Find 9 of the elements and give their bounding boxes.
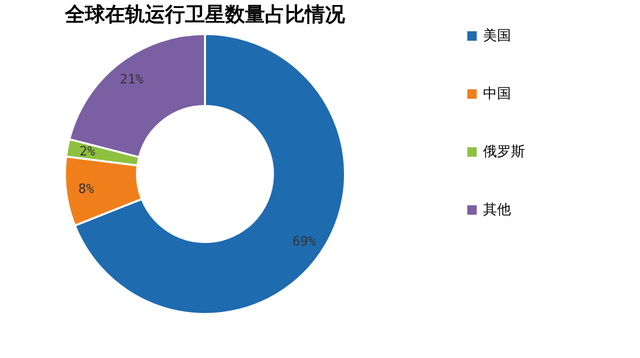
data-label: 8% <box>78 182 94 198</box>
data-label: 21% <box>120 72 144 88</box>
data-label: 69% <box>292 234 316 250</box>
data-label: 2% <box>79 144 96 160</box>
legend-label: 中国 <box>483 86 511 102</box>
legend-label: 俄罗斯 <box>483 144 525 160</box>
legend-label: 美国 <box>483 28 511 44</box>
chart-title: 全球在轨运行卫星数量占比情况 <box>64 2 346 26</box>
legend-label: 其他 <box>483 202 511 218</box>
